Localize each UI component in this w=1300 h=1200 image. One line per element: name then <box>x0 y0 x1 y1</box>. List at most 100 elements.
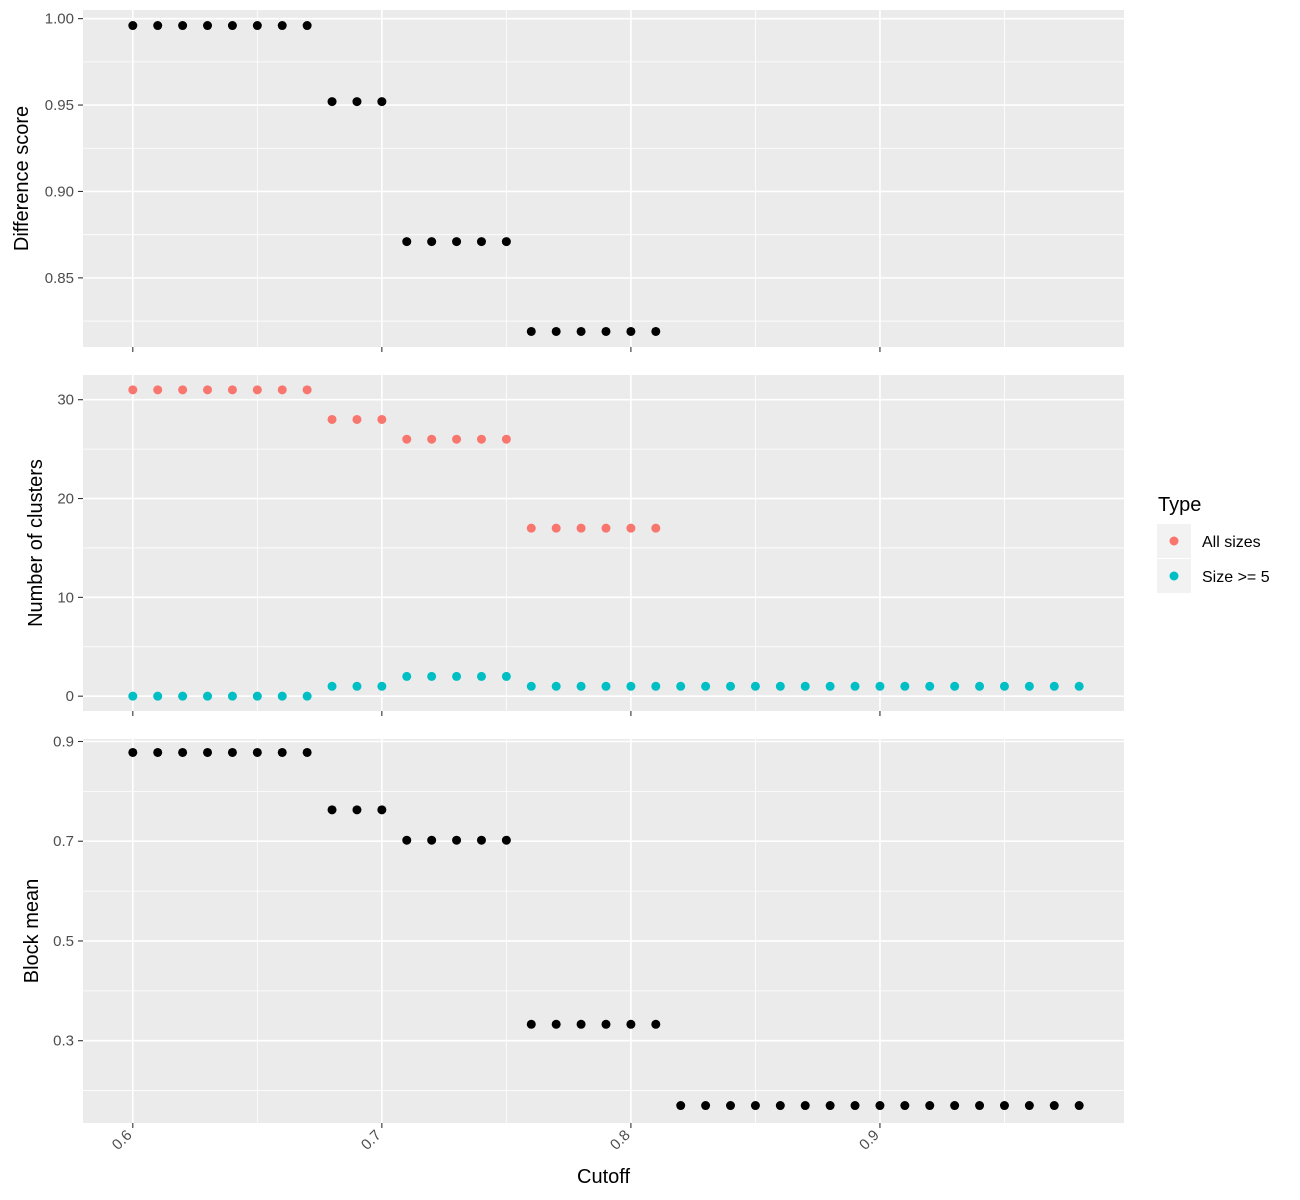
data-point <box>651 681 661 691</box>
data-point <box>551 681 561 691</box>
data-point <box>452 671 462 681</box>
data-point <box>526 681 536 691</box>
data-point <box>302 747 312 757</box>
x-tick-label: 0.6 <box>109 1127 136 1154</box>
data-point <box>999 681 1009 691</box>
y-tick-label: 10 <box>57 589 74 606</box>
legend-key-dot <box>1169 536 1179 546</box>
data-point <box>900 1101 910 1111</box>
data-point <box>402 237 412 247</box>
data-point <box>252 747 262 757</box>
data-point <box>377 681 387 691</box>
data-point <box>701 681 711 691</box>
data-point <box>526 1019 536 1029</box>
legend-title: Type <box>1158 494 1201 516</box>
data-point <box>651 523 661 533</box>
data-point <box>153 691 163 701</box>
data-point <box>825 1101 835 1111</box>
data-point <box>551 523 561 533</box>
data-point <box>178 691 188 701</box>
data-point <box>452 237 462 247</box>
data-point <box>153 747 163 757</box>
data-point <box>975 681 985 691</box>
series-1 <box>128 747 1084 1111</box>
data-point <box>875 681 885 691</box>
data-point <box>626 326 636 336</box>
y-axis-title: Difference score <box>11 106 33 251</box>
data-point <box>327 414 337 424</box>
data-point <box>203 747 213 757</box>
y-tick-label: 20 <box>57 491 74 508</box>
data-point <box>476 434 486 444</box>
data-point <box>427 671 437 681</box>
data-point <box>576 326 586 336</box>
data-point <box>352 97 362 107</box>
data-point <box>601 1019 611 1029</box>
data-point <box>128 21 138 31</box>
y-tick-label: 0.90 <box>45 183 74 200</box>
data-point <box>651 326 661 336</box>
data-point <box>975 1101 985 1111</box>
y-tick-label: 0.95 <box>45 97 74 114</box>
data-point <box>501 835 511 845</box>
data-point <box>1024 1101 1034 1111</box>
data-point <box>302 21 312 31</box>
data-point <box>203 21 213 31</box>
data-point <box>1024 681 1034 691</box>
data-point <box>402 835 412 845</box>
data-point <box>775 681 785 691</box>
data-point <box>128 747 138 757</box>
data-point <box>352 681 362 691</box>
data-point <box>775 1101 785 1111</box>
data-point <box>427 835 437 845</box>
data-point <box>452 434 462 444</box>
legend-label: Size >= 5 <box>1202 569 1270 586</box>
data-point <box>277 747 287 757</box>
data-point <box>1049 1101 1059 1111</box>
data-point <box>476 835 486 845</box>
data-point <box>551 1019 561 1029</box>
data-point <box>526 523 536 533</box>
y-axis-title: Block mean <box>21 879 43 984</box>
data-point <box>452 835 462 845</box>
data-point <box>352 414 362 424</box>
data-point <box>1074 681 1084 691</box>
data-point <box>651 1019 661 1029</box>
data-point <box>601 326 611 336</box>
data-point <box>925 1101 935 1111</box>
data-point <box>601 681 611 691</box>
data-point <box>352 805 362 815</box>
data-point <box>377 97 387 107</box>
series-2 <box>128 671 1084 701</box>
x-axis-title: Cutoff <box>577 1166 630 1188</box>
data-point <box>1049 681 1059 691</box>
data-point <box>551 326 561 336</box>
data-point <box>601 523 611 533</box>
y-tick-label: 0 <box>66 688 74 705</box>
data-point <box>427 434 437 444</box>
y-tick-label: 1.00 <box>45 11 74 28</box>
data-point <box>227 385 237 395</box>
data-point <box>850 1101 860 1111</box>
panel-1: 0.85 0.90 0.95 1.00 Difference score <box>11 10 1124 352</box>
data-point <box>402 434 412 444</box>
data-point <box>800 1101 810 1111</box>
y-tick-label: 0.7 <box>53 833 74 850</box>
data-point <box>800 681 810 691</box>
data-point <box>277 21 287 31</box>
data-point <box>626 523 636 533</box>
data-point <box>501 434 511 444</box>
data-point <box>252 385 262 395</box>
data-point <box>402 671 412 681</box>
data-point <box>950 1101 960 1111</box>
data-point <box>476 671 486 681</box>
data-point <box>277 385 287 395</box>
data-point <box>252 21 262 31</box>
panel-background <box>83 739 1124 1123</box>
data-point <box>302 691 312 701</box>
data-point <box>327 681 337 691</box>
y-tick-label: 0.9 <box>53 733 74 750</box>
data-point <box>327 805 337 815</box>
data-point <box>427 237 437 247</box>
